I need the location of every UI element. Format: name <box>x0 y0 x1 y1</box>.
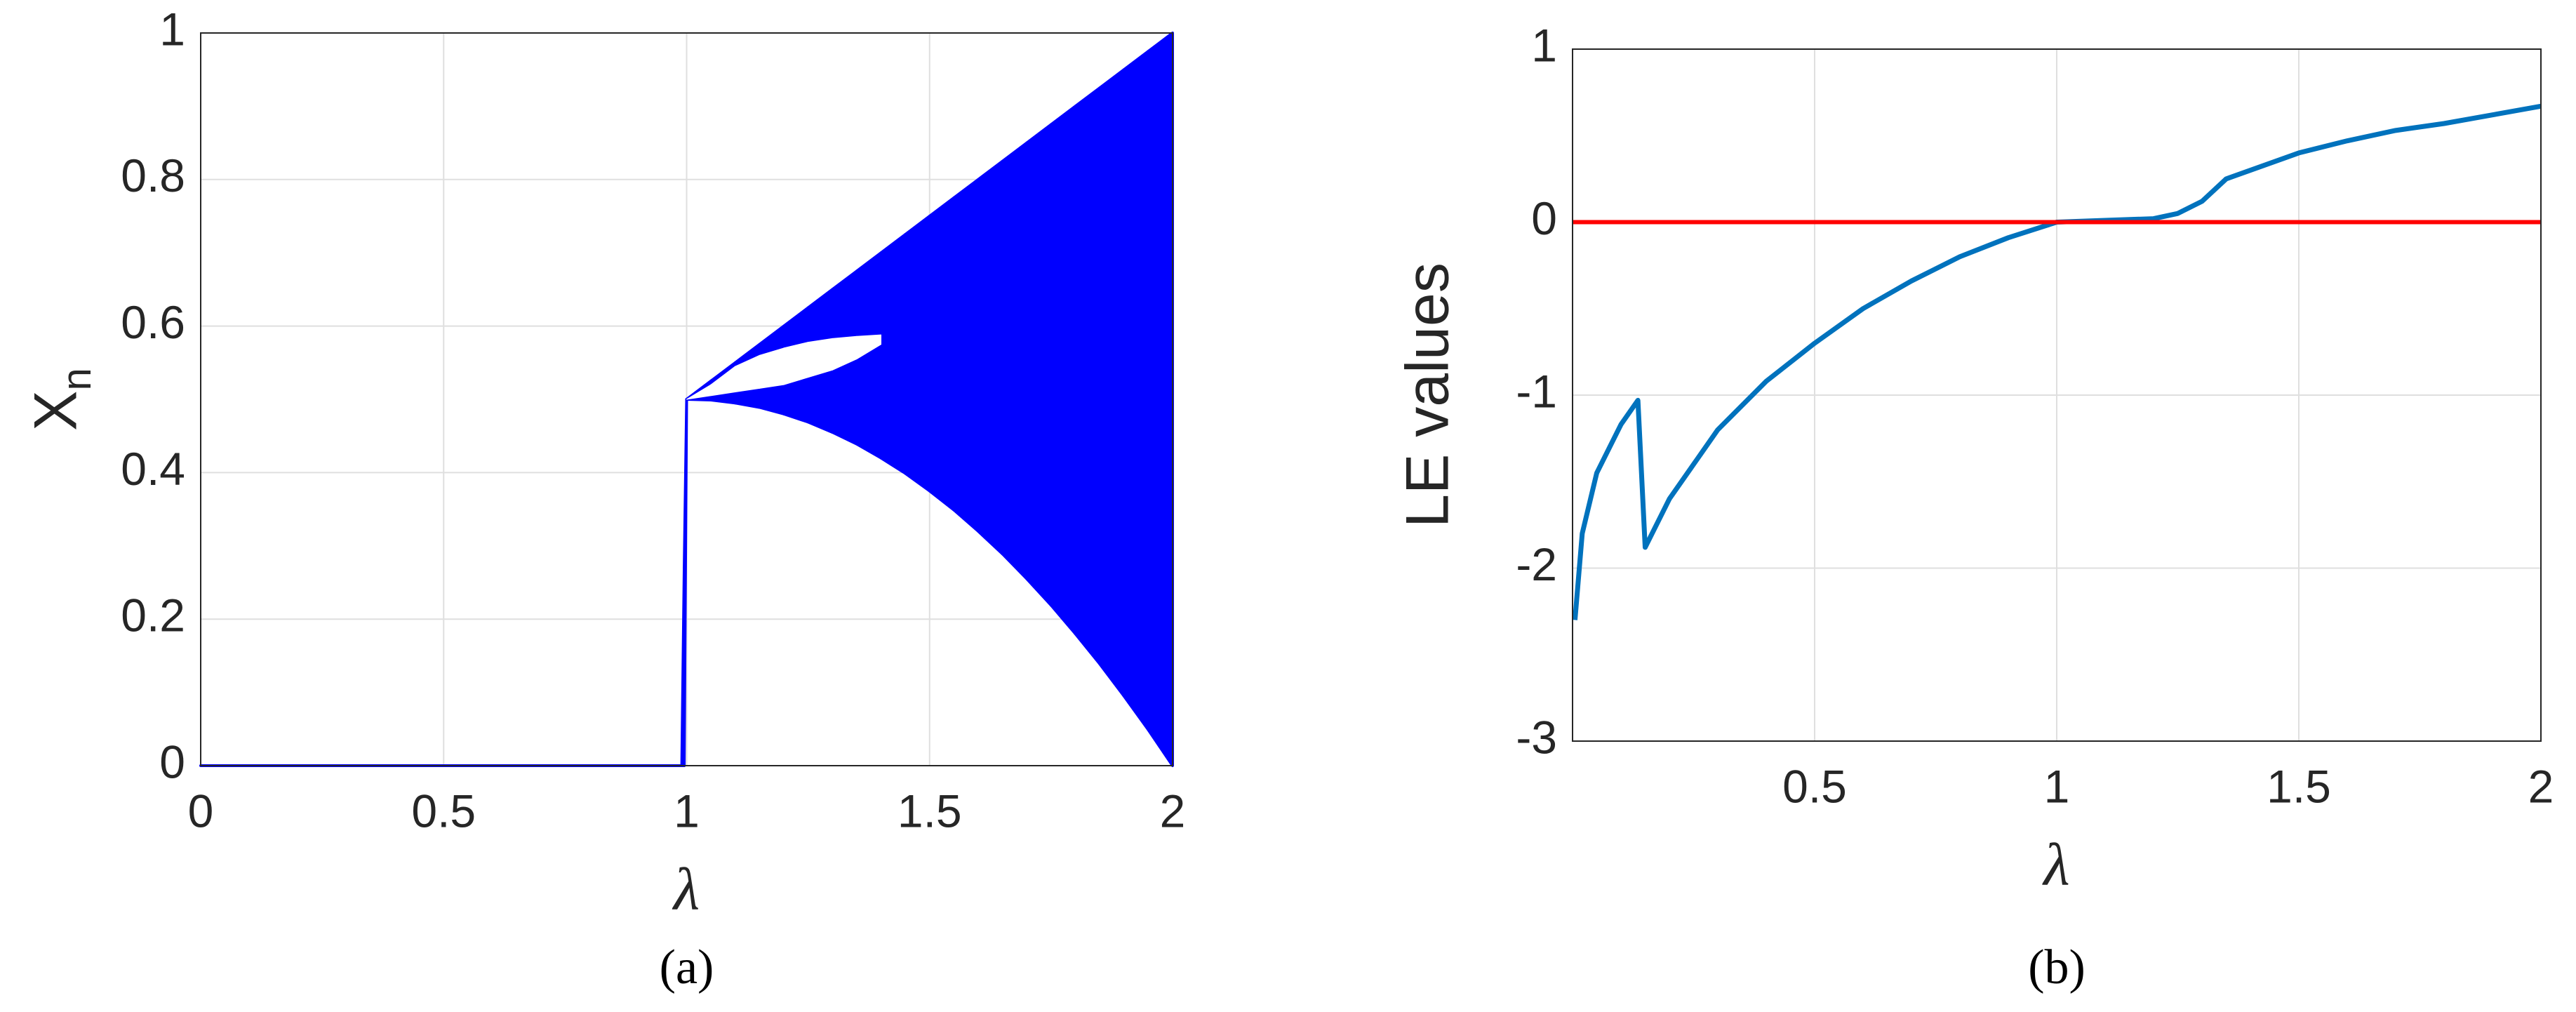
y-tick-label: 1 <box>1531 19 1557 71</box>
band-segment <box>683 398 688 767</box>
x-tick-label: 2 <box>2528 760 2554 812</box>
band-segment <box>928 196 956 512</box>
x-tick-label: 1 <box>2044 760 2070 812</box>
subplot: 0.5 1 1.5 2 -3 -2 -1 0 1 λ LE values (b) <box>1394 19 2554 994</box>
band-segment <box>1001 141 1029 580</box>
y-tick-label: 0.4 <box>121 443 185 495</box>
band-segment <box>1074 86 1102 665</box>
y-tick-label: 0.6 <box>121 296 185 348</box>
band-segment <box>952 178 980 533</box>
band-segment <box>1025 123 1053 607</box>
band-segment <box>783 342 809 385</box>
y-tick-label: 1 <box>159 3 185 55</box>
band-segment <box>759 347 785 389</box>
caption: (b) <box>2028 940 2086 994</box>
y-tick-label: -1 <box>1516 365 1557 417</box>
axes-box <box>1572 48 2542 742</box>
band-segment <box>1122 50 1150 731</box>
band-segment <box>904 215 931 493</box>
y-tick-label: -2 <box>1516 538 1557 590</box>
y-tick-label: 0 <box>1531 192 1557 244</box>
x-tick-label: 0 <box>188 785 214 837</box>
y-axis-label: Xn <box>22 368 100 431</box>
band-segment <box>977 159 1004 556</box>
y-tick-label: 0 <box>159 735 185 787</box>
x-tick-label: 0.5 <box>411 785 476 837</box>
y-tick-label: 0.2 <box>121 590 185 641</box>
subplot: 0 0.5 1 1.5 2 0 0.2 0.4 0.6 0.8 1 λ Xn (a) <box>22 3 1186 994</box>
x-tick-label: 1.5 <box>897 785 962 837</box>
axes-box <box>200 32 1173 766</box>
x-axis-label: λ <box>2041 831 2069 898</box>
x-tick-label: 1 <box>674 785 700 837</box>
band-segment <box>856 334 881 360</box>
y-tick-label: 0.8 <box>121 149 185 201</box>
band-segment <box>1147 32 1174 767</box>
data-line <box>1572 103 2542 620</box>
caption: (a) <box>660 940 714 994</box>
band-segment <box>879 233 907 475</box>
x-tick-label: 0.5 <box>1782 760 1847 812</box>
band-segment <box>1049 105 1077 636</box>
band-segment <box>1098 68 1126 698</box>
y-axis-label-subscript: n <box>54 368 100 390</box>
y-tick-label: -3 <box>1516 711 1557 763</box>
x-tick-label: 2 <box>1160 785 1186 837</box>
x-tick-label: 1.5 <box>2267 760 2331 812</box>
x-axis-label: λ <box>672 855 700 923</box>
y-axis-label: LE values <box>1394 262 1462 528</box>
